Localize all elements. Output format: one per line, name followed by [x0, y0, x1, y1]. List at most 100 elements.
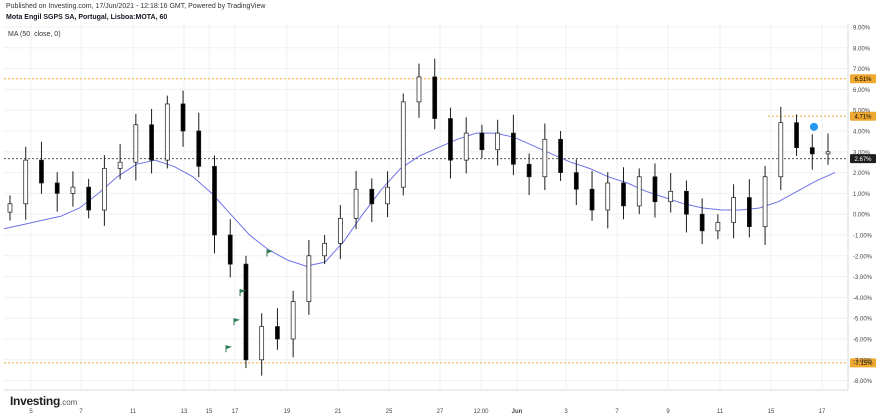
level-badge	[850, 74, 876, 84]
candle-down	[684, 190, 689, 215]
y-tick-label: -8.00%	[853, 379, 873, 385]
candle-down	[227, 234, 233, 265]
candle-up	[636, 176, 642, 207]
candle-down	[526, 163, 532, 178]
y-tick-label: 3.00%	[853, 150, 871, 156]
moving-average	[3, 132, 836, 267]
candle-down	[809, 147, 815, 155]
candle-down	[212, 166, 217, 236]
candle-up	[416, 76, 422, 103]
candle-down	[149, 124, 154, 161]
y-tick-label: 2.00%	[853, 171, 871, 177]
candle-up	[70, 186, 76, 194]
level-label: 2.67%	[854, 157, 872, 163]
x-tick-label: 3	[564, 409, 568, 415]
x-tick-label: 9	[666, 409, 670, 415]
investing-logo: Investing.com	[10, 394, 77, 408]
candle-up	[825, 151, 831, 155]
x-axis: 5 7 11 13 15 17 19 21 25 27 12:00 Jun 3 7 9 11 15 17	[29, 409, 826, 415]
candle-up	[290, 301, 296, 340]
y-tick-label: -5.00%	[853, 317, 873, 323]
symbol-title: Mota Engil SGPS SA, Portugal, Lisboa:MOT…	[6, 14, 168, 21]
candle-down	[794, 122, 799, 148]
candle-down	[369, 188, 375, 205]
x-tick-label: 15	[206, 409, 213, 415]
candle-up	[668, 190, 674, 203]
published-line: Published on Investing.com, 17/Jun/2021 …	[6, 3, 266, 10]
chart-grid	[4, 24, 849, 391]
candle-down	[39, 159, 44, 184]
candle-up	[385, 186, 390, 205]
x-tick-label: 25	[386, 409, 393, 415]
y-tick-label: 7.00%	[853, 67, 871, 73]
x-tick-label: 7	[615, 409, 619, 415]
candle-down	[448, 118, 453, 161]
candle-down	[511, 132, 516, 165]
x-tick-label: 13	[181, 409, 188, 415]
indicator-label[interactable]: MA (50, close, 0)	[8, 31, 61, 38]
x-tick-label: 12:00	[473, 409, 489, 415]
y-tick-label: -7.00%	[853, 358, 873, 364]
y-tick-label: -6.00%	[853, 338, 873, 344]
candle-up	[353, 188, 359, 219]
candle-up	[133, 124, 139, 163]
candle-down	[479, 132, 485, 151]
x-tick-label: 11	[130, 409, 137, 415]
candle-down	[746, 197, 752, 228]
candle-up	[463, 132, 469, 161]
y-tick-label: -4.00%	[853, 296, 873, 302]
candle-down	[558, 138, 563, 173]
ma-line	[3, 132, 836, 267]
level-badge	[850, 358, 876, 368]
y-tick-label: 8.00%	[853, 46, 871, 52]
flag-icon	[226, 345, 232, 350]
candle-up	[495, 132, 501, 151]
y-tick-label: -1.00%	[853, 234, 873, 240]
flag-icon	[267, 249, 273, 254]
y-tick-label: 9.00%	[853, 26, 871, 32]
x-tick-label: 17	[232, 409, 239, 415]
candle-up	[778, 122, 784, 178]
level-badge	[850, 154, 876, 164]
candle-down	[432, 76, 438, 119]
candle-down	[54, 182, 60, 194]
flag-icon	[240, 289, 246, 294]
y-axis: 9.00% 8.00% 7.00% 6.00% 5.00% 4.00% 3.00% 2.00%…	[853, 26, 873, 386]
candle-up	[542, 138, 548, 178]
candle-up	[731, 197, 736, 223]
logo-main: Investing	[10, 394, 60, 408]
level-badge	[850, 111, 876, 121]
candle-up	[102, 168, 107, 211]
x-tick-label: 11	[717, 409, 724, 415]
candle-down	[589, 188, 595, 211]
x-tick-label: 15	[768, 409, 775, 415]
y-tick-label: 5.00%	[853, 109, 871, 115]
candle-up	[605, 182, 611, 211]
candle-up	[23, 159, 29, 205]
flags	[225, 122, 818, 353]
x-tick-label: 17	[819, 409, 826, 415]
horizontal-levels: 6.51% 4.71% 2.67% -7.15%	[4, 74, 876, 368]
candle-down	[573, 172, 579, 190]
candle-up	[762, 176, 768, 228]
y-tick-label: -2.00%	[853, 254, 873, 260]
y-tick-label: 4.00%	[853, 130, 871, 136]
candle-up	[259, 326, 265, 361]
candle-down	[243, 263, 249, 361]
candle-up	[164, 103, 170, 161]
candle-down	[86, 186, 92, 211]
x-tick-label: 5	[29, 409, 33, 415]
x-tick-label: 21	[335, 409, 342, 415]
candle-down	[652, 176, 658, 203]
x-tick-label: 27	[437, 409, 444, 415]
candle-up	[306, 255, 312, 302]
candle-up	[117, 161, 123, 169]
candle-down	[699, 213, 705, 232]
candles	[7, 58, 831, 376]
x-tick-label: Jun	[512, 409, 523, 415]
candle-up	[337, 218, 343, 244]
level-label: 4.71%	[854, 115, 872, 121]
flag-icon	[234, 318, 240, 323]
event-badge-icon	[810, 122, 818, 131]
